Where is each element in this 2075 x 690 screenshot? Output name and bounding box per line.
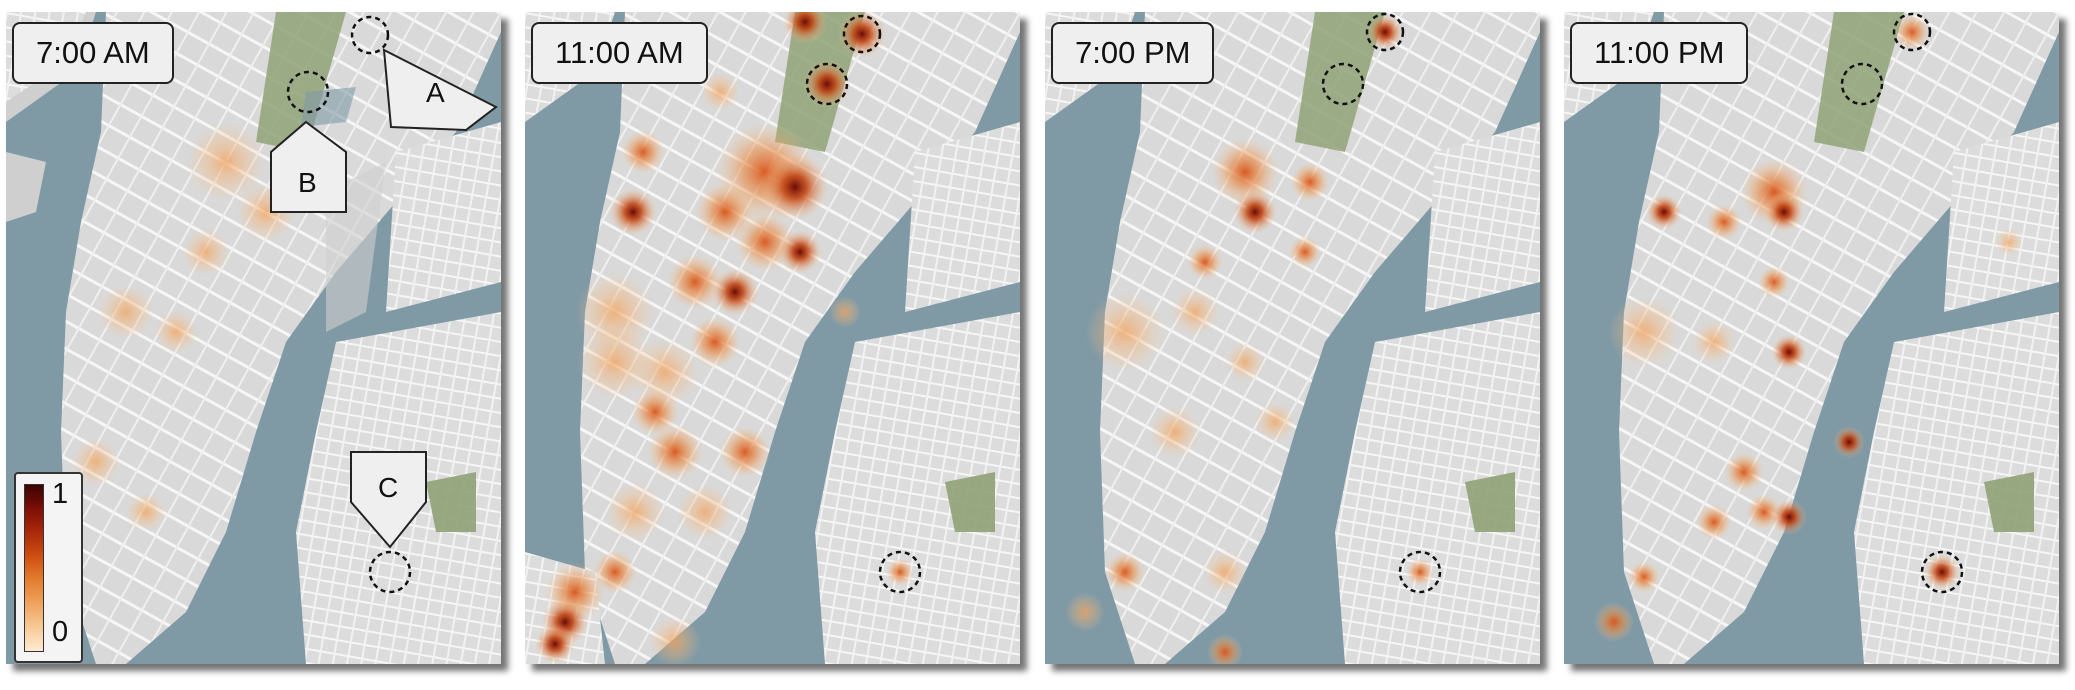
highlight-circle-a [350, 15, 390, 55]
highlight-circle-c [1920, 550, 1964, 594]
hotspot-layer [535, 12, 914, 664]
time-label: 11:00 AM [531, 22, 708, 84]
manhattan-map [525, 12, 1020, 664]
callout-c: C [350, 451, 427, 549]
highlight-circle-b [1840, 62, 1884, 106]
time-label: 7:00 AM [12, 22, 174, 84]
manhattan-map [1045, 12, 1540, 664]
legend-min-label: 0 [52, 616, 69, 648]
highlight-circle-c [1398, 550, 1442, 594]
map-panel-7am: A B C 7:00 AM 1 0 [6, 12, 501, 664]
highlight-circle-a [1892, 12, 1932, 52]
highlight-circle-a [1365, 12, 1405, 52]
map-panel-11am: 11:00 AM [525, 12, 1020, 664]
svg-text:A: A [426, 77, 445, 108]
color-scale-legend: 1 0 [14, 472, 83, 663]
time-label: 11:00 PM [1570, 22, 1749, 84]
callout-a: A [382, 48, 498, 132]
svg-text:B: B [298, 167, 317, 198]
hotspot-layer [1065, 14, 1434, 664]
highlight-circle-c [368, 550, 412, 594]
highlight-circle-b [805, 62, 849, 106]
color-scale-bar [24, 484, 44, 652]
highlight-circle-a [842, 14, 882, 54]
map-panel-11pm: 11:00 PM [1564, 12, 2059, 664]
hotspot-layer [1594, 14, 2023, 642]
map-panel-7pm: 7:00 PM [1045, 12, 1540, 664]
highlight-circle-b [1321, 62, 1365, 106]
callout-b: B [270, 120, 347, 213]
svg-text:C: C [378, 472, 398, 503]
highlight-circle-b [286, 70, 330, 114]
highlight-circle-c [878, 550, 922, 594]
time-label: 7:00 PM [1051, 22, 1215, 84]
manhattan-map [1564, 12, 2059, 664]
legend-max-label: 1 [52, 478, 69, 510]
